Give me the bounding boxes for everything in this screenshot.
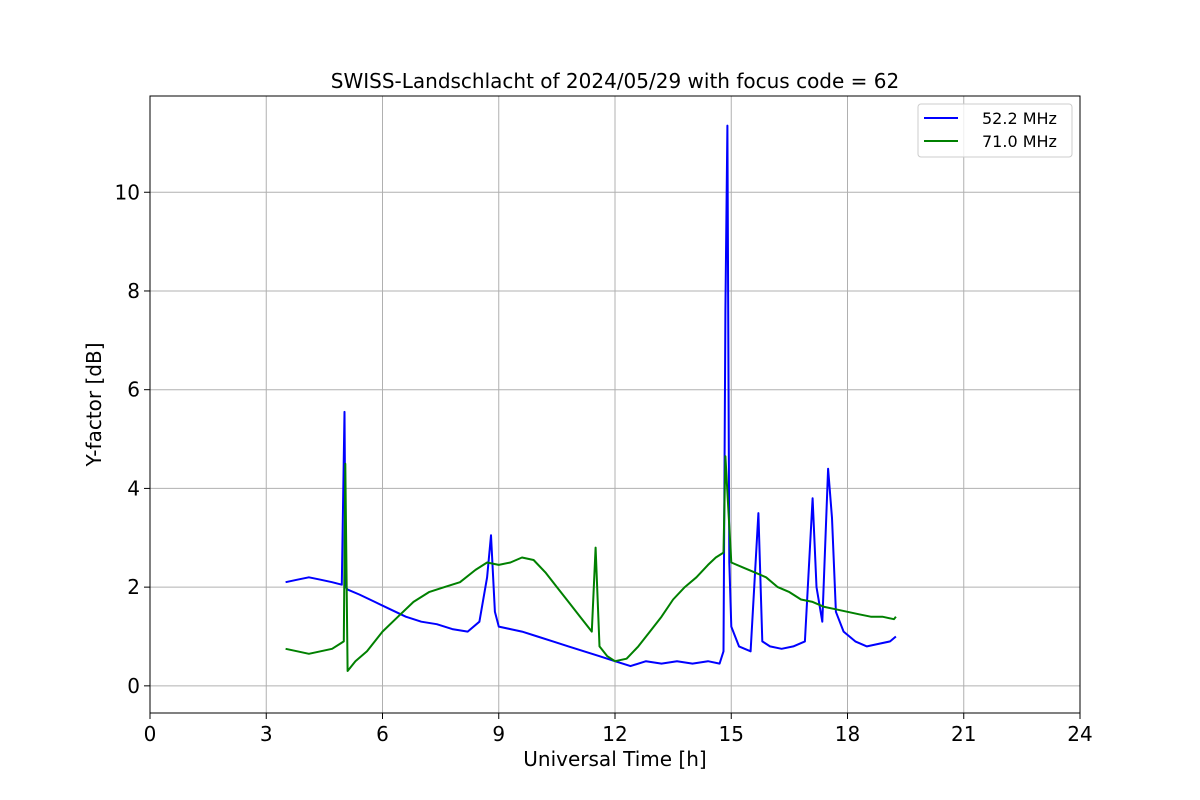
series-layer: [285, 124, 897, 672]
x-tick-label: 12: [602, 722, 627, 746]
x-tick-label: 15: [719, 722, 744, 746]
legend: 52.2 MHz 71.0 MHz: [917, 103, 1073, 158]
legend-label-71mhz: 71.0 MHz: [982, 132, 1057, 151]
x-axis-label: Universal Time [h]: [523, 747, 706, 771]
x-tick-label: 0: [144, 722, 157, 746]
x-axis: 0 3 6 9 12 15 18 21 24: [144, 713, 1093, 746]
y-tick-label: 4: [127, 476, 140, 500]
chart-title: SWISS-Landschlacht of 2024/05/29 with fo…: [331, 69, 899, 93]
y-axis-label: Y-factor [dB]: [82, 342, 106, 467]
x-tick-label: 21: [951, 722, 976, 746]
y-axis: 0 2 4 6 8 10: [115, 180, 150, 698]
y-tick-label: 8: [127, 279, 140, 303]
y-tick-label: 2: [127, 575, 140, 599]
series-line-71mhz: [285, 455, 897, 672]
x-tick-label: 18: [835, 722, 860, 746]
y-tick-label: 0: [127, 674, 140, 698]
x-tick-label: 3: [260, 722, 273, 746]
x-tick-label: 24: [1067, 722, 1092, 746]
x-tick-label: 6: [376, 722, 389, 746]
legend-label-52mhz: 52.2 MHz: [982, 109, 1057, 128]
x-tick-label: 9: [492, 722, 505, 746]
y-tick-label: 6: [127, 378, 140, 402]
series-line-52mhz: [285, 124, 897, 668]
y-tick-label: 10: [115, 180, 140, 204]
